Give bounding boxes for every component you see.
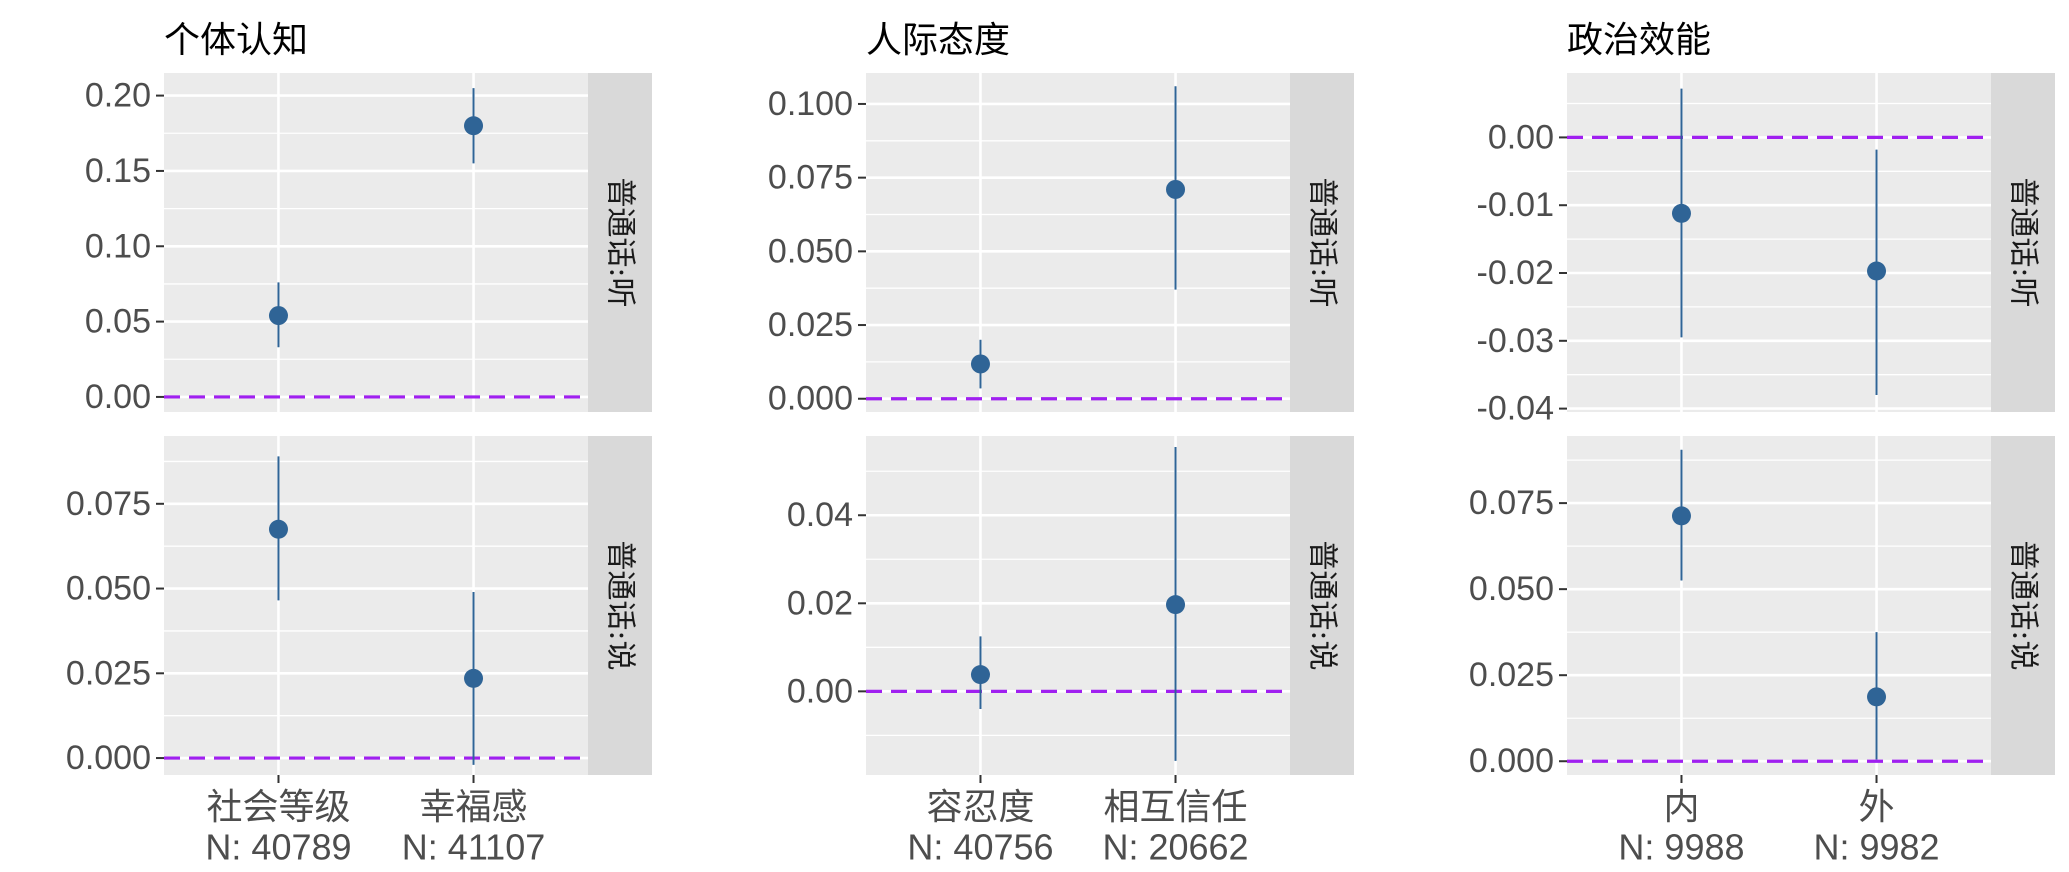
- y-tick-label: 0.075: [66, 485, 151, 523]
- facet-panel: 0.00 0.05 0.10 0.15 0.20 普通话:听: [85, 73, 652, 416]
- y-tick-label: -0.01: [1477, 186, 1555, 224]
- point-estimate: [970, 665, 990, 685]
- facet-strip: [588, 436, 652, 775]
- x-sample-size-label: N: 9988: [1618, 827, 1744, 868]
- y-tick-label: 0.050: [768, 232, 853, 270]
- point-estimate: [464, 668, 484, 688]
- y-tick-label: 0.20: [85, 77, 151, 115]
- facet-panel: 0.000 0.025 0.050 0.075 普通话:说: [66, 436, 652, 777]
- facet-strip: [1290, 436, 1354, 775]
- y-tick-label: -0.02: [1477, 254, 1555, 292]
- y-tick-label: 0.000: [1469, 742, 1554, 780]
- panel-background: [866, 436, 1290, 775]
- facet-panel: 0.000 0.025 0.050 0.075 普通话:说: [1469, 436, 2055, 780]
- facet-panel: 0.000 0.025 0.050 0.075 0.100 普通话:听: [768, 73, 1354, 418]
- y-tick-label: 0.02: [787, 584, 853, 622]
- y-tick-label: 0.050: [1469, 570, 1554, 608]
- facet-strip-label: 普通话:听: [603, 177, 638, 307]
- x-sample-size-label: N: 40789: [205, 827, 351, 868]
- x-sample-size-label: N: 20662: [1102, 827, 1248, 868]
- point-estimate: [1671, 506, 1691, 526]
- chart-group-2: 人际态度0.0000.0250.0500.0750.100普通话:听0.000.…: [768, 20, 1354, 868]
- facet-strip-label: 普通话:听: [1305, 177, 1340, 307]
- x-category-label: 外: [1859, 787, 1895, 828]
- y-tick-label: 0.050: [66, 570, 151, 608]
- chart-group-3: 政治效能-0.04-0.03-0.02-0.010.00普通话:听0.0000.…: [1469, 20, 2055, 868]
- y-tick-label: 0.075: [1469, 484, 1554, 522]
- facet-strip: [1290, 73, 1354, 412]
- y-tick-label: 0.05: [85, 303, 151, 341]
- point-estimate: [464, 116, 484, 136]
- point-estimate: [268, 306, 288, 326]
- chart-title: 人际态度: [866, 20, 1010, 61]
- panel-background: [1567, 436, 1991, 775]
- y-tick-label: 0.075: [768, 159, 853, 197]
- y-tick-label: 0.000: [66, 739, 151, 777]
- point-estimate: [268, 519, 288, 539]
- y-tick-label: 0.000: [768, 380, 853, 418]
- facet-strip: [588, 73, 652, 412]
- facet-panel: 0.00 0.02 0.04 普通话:说: [787, 436, 1354, 775]
- facet-strip-label: 普通话:说: [603, 540, 638, 670]
- y-tick-label: 0.025: [1469, 656, 1554, 694]
- x-sample-size-label: N: 40756: [907, 827, 1053, 868]
- chart-group-1: 个体认知0.000.050.100.150.20普通话:听0.0000.0250…: [66, 20, 652, 868]
- point-estimate: [1671, 203, 1691, 223]
- point-estimate: [1867, 687, 1887, 707]
- x-sample-size-label: N: 9982: [1813, 827, 1939, 868]
- x-sample-size-label: N: 41107: [402, 827, 545, 868]
- y-tick-label: 0.00: [1488, 118, 1554, 156]
- point-estimate: [1166, 179, 1186, 199]
- panel-background: [866, 73, 1290, 412]
- facet-strip: [1991, 436, 2055, 775]
- panel-background: [1567, 73, 1991, 412]
- x-category-label: 容忍度: [926, 787, 1034, 828]
- point-estimate: [1166, 595, 1186, 615]
- y-tick-label: -0.03: [1477, 322, 1555, 360]
- point-estimate: [1867, 261, 1887, 281]
- facet-strip-label: 普通话:说: [2006, 540, 2041, 670]
- y-tick-label: 0.15: [85, 152, 151, 190]
- x-category-label: 内: [1663, 787, 1699, 828]
- chart-title: 政治效能: [1567, 20, 1711, 61]
- y-tick-label: 0.00: [85, 378, 151, 416]
- facet-strip-label: 普通话:听: [2006, 177, 2041, 307]
- y-tick-label: -0.04: [1477, 390, 1555, 428]
- y-tick-label: 0.025: [768, 306, 853, 344]
- panel-background: [164, 73, 588, 412]
- facet-strip-label: 普通话:说: [1305, 540, 1340, 670]
- facet-strip: [1991, 73, 2055, 412]
- y-tick-label: 0.025: [66, 654, 151, 692]
- y-tick-label: 0.00: [787, 672, 853, 710]
- y-tick-label: 0.100: [768, 85, 853, 123]
- facet-panel: -0.04 -0.03 -0.02 -0.01 0.00 普通话:听: [1477, 73, 2055, 428]
- y-tick-label: 0.10: [85, 227, 151, 265]
- x-category-label: 相互信任: [1104, 787, 1248, 828]
- point-estimate: [970, 354, 990, 374]
- x-category-label: 幸福感: [420, 787, 528, 828]
- chart-title: 个体认知: [164, 20, 308, 61]
- x-category-label: 社会等级: [206, 787, 350, 828]
- panel-background: [164, 436, 588, 775]
- y-tick-label: 0.04: [787, 496, 853, 534]
